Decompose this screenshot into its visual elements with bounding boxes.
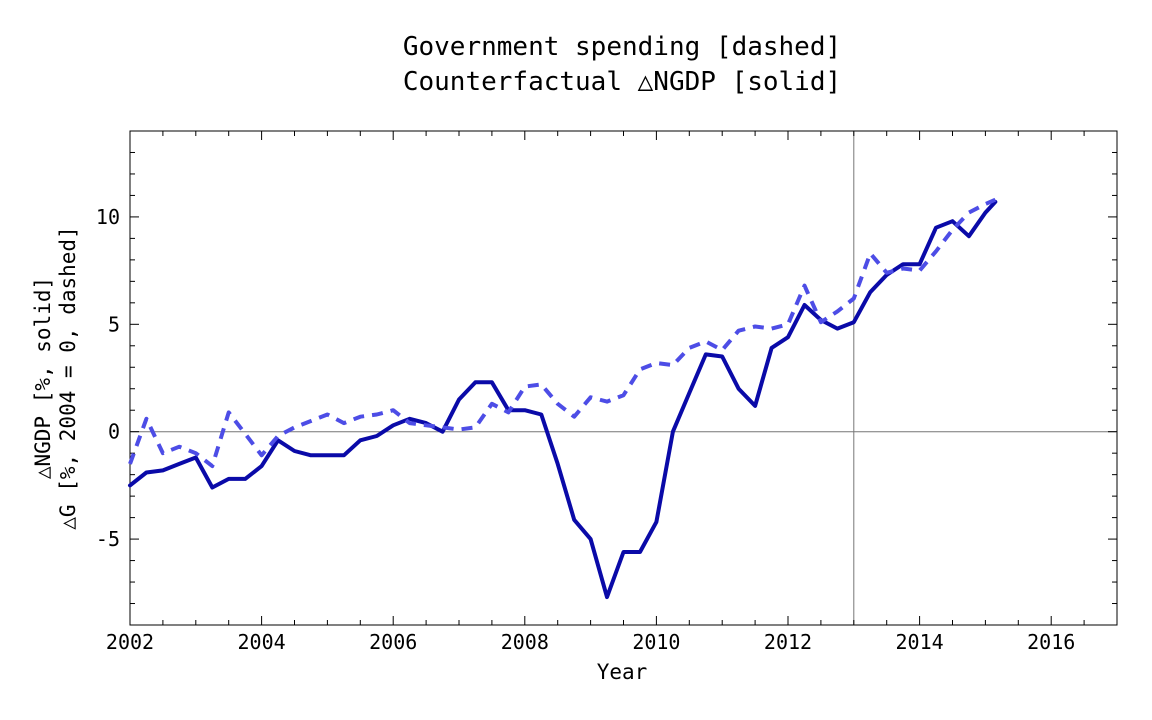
x-tick-label: 2010 bbox=[632, 630, 680, 654]
x-tick-label: 2004 bbox=[238, 630, 286, 654]
chart-title: Government spending [dashed] Counterfact… bbox=[403, 32, 841, 97]
x-tick-label: 2014 bbox=[896, 630, 944, 654]
y-tick-label: 10 bbox=[96, 205, 120, 229]
y-tick-label: 5 bbox=[108, 312, 120, 336]
y-tick-label: 0 bbox=[108, 420, 120, 444]
title-line-1: Government spending [dashed] bbox=[403, 32, 841, 62]
title-line-2: Counterfactual △NGDP [solid] bbox=[403, 67, 841, 97]
x-tick-label: 2006 bbox=[369, 630, 417, 654]
y-axis-title-line-1: △NGDP [%, solid] bbox=[31, 277, 55, 479]
x-tick-label: 2016 bbox=[1027, 630, 1075, 654]
x-tick-label: 2012 bbox=[764, 630, 812, 654]
y-axis-title-line-2: △G [%, 2004 = 0, dashed] bbox=[56, 226, 80, 529]
y-tick-labels: -5 0 5 10 bbox=[96, 205, 120, 551]
counterfactual-ngdp-line bbox=[128, 199, 998, 600]
y-tick-label: -5 bbox=[96, 527, 120, 551]
axis-ticks bbox=[129, 130, 1118, 626]
y-axis-title: △NGDP [%, solid] △G [%, 2004 = 0, dashed… bbox=[31, 226, 80, 529]
reference-lines bbox=[130, 131, 1117, 625]
government-spending-line bbox=[128, 197, 997, 469]
x-axis-title: Year bbox=[597, 660, 648, 684]
series-lines bbox=[128, 197, 998, 600]
x-tick-label: 2008 bbox=[501, 630, 549, 654]
x-tick-labels: 2002 2004 2006 2008 2010 2012 2014 2016 bbox=[106, 630, 1075, 654]
x-tick-label: 2002 bbox=[106, 630, 154, 654]
